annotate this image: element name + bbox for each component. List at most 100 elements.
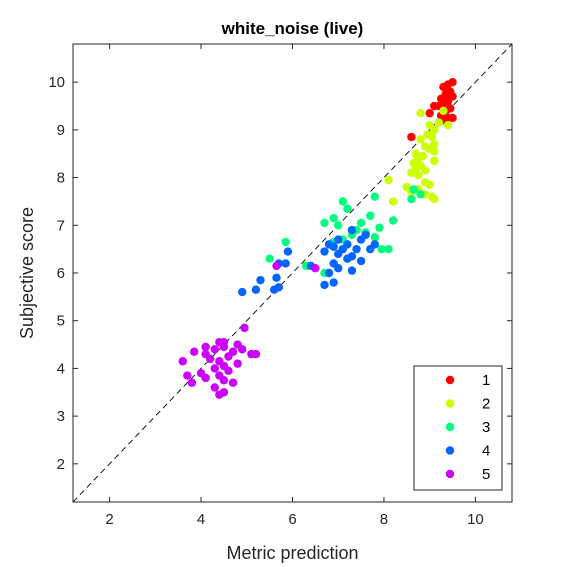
point-series-3-0 — [409, 185, 418, 194]
point-series-2-8 — [416, 135, 425, 144]
point-series-3-12 — [375, 223, 384, 232]
point-series-4-25 — [256, 275, 265, 285]
point-series-5-9 — [210, 345, 219, 354]
point-series-4-31 — [237, 287, 247, 297]
point-series-5-19 — [233, 359, 242, 368]
point-series-4-3 — [334, 235, 343, 244]
point-series-4-22 — [347, 266, 357, 275]
point-series-3-5 — [343, 204, 352, 213]
point-series-4-26 — [329, 278, 338, 287]
point-series-4-8 — [352, 244, 361, 254]
point-series-3-10 — [334, 221, 343, 230]
point-series-5-14 — [251, 349, 261, 359]
point-series-2-16 — [430, 156, 439, 166]
point-series-4-24 — [272, 273, 281, 282]
legend-box — [413, 365, 503, 491]
point-series-5-1 — [311, 264, 320, 273]
point-series-4-12 — [320, 247, 329, 256]
legend-marker-1 — [445, 375, 455, 385]
point-series-2-3 — [434, 118, 444, 127]
point-series-2-22 — [414, 170, 423, 180]
point-series-2-31 — [430, 194, 439, 204]
point-series-1-2 — [439, 82, 448, 92]
point-series-5-8 — [237, 345, 247, 354]
legend-marker-4 — [445, 446, 455, 455]
y-tick-label-10: 10 — [48, 74, 65, 91]
reference-diagonal-line — [72, 43, 513, 503]
point-series-3-2 — [370, 192, 380, 201]
legend-label-3: 3 — [482, 419, 490, 436]
x-tick-label-8: 8 — [380, 511, 388, 528]
point-series-2-23 — [384, 175, 393, 185]
point-series-5-0 — [272, 261, 281, 271]
point-series-3-7 — [366, 211, 375, 220]
point-series-2-5 — [430, 125, 439, 135]
point-series-1-18 — [407, 132, 416, 142]
point-series-2-2 — [443, 120, 453, 130]
point-series-2-20 — [420, 166, 430, 175]
y-tick-label-4: 4 — [57, 360, 65, 377]
point-series-5-29 — [187, 378, 197, 387]
point-series-5-7 — [219, 342, 229, 352]
legend-label-5: 5 — [482, 466, 490, 483]
point-series-4-19 — [281, 259, 290, 268]
y-tick-label-3: 3 — [57, 408, 65, 425]
y-tick-label-5: 5 — [57, 313, 65, 330]
x-tick-label-6: 6 — [288, 511, 296, 528]
point-series-4-29 — [270, 285, 279, 294]
point-series-4-13 — [334, 249, 343, 259]
reference-diagonal-group — [72, 43, 513, 503]
x-axis-label: Metric prediction — [226, 543, 358, 563]
legend: 1 2 3 4 5 — [413, 365, 503, 491]
point-series-5-32 — [215, 390, 224, 399]
point-series-2-12 — [430, 147, 439, 156]
x-tick-label-4: 4 — [197, 511, 205, 528]
point-series-5-25 — [183, 371, 192, 380]
point-series-5-30 — [210, 383, 219, 392]
x-tick-label-2: 2 — [105, 511, 113, 528]
point-series-5-28 — [228, 378, 238, 387]
point-series-3-20 — [384, 244, 393, 254]
legend-marker-5 — [445, 469, 455, 479]
point-series-3-21 — [377, 244, 386, 254]
y-tick-label-8: 8 — [57, 170, 65, 187]
point-series-4-2 — [356, 235, 366, 244]
point-series-5-21 — [210, 364, 219, 373]
legend-label-2: 2 — [482, 396, 490, 413]
point-series-2-25 — [425, 180, 434, 189]
point-series-3-16 — [370, 233, 380, 242]
point-series-4-10 — [366, 244, 375, 254]
y-tick-label-2: 2 — [57, 456, 65, 473]
legend-label-1: 1 — [482, 372, 490, 389]
point-series-3-4 — [338, 197, 348, 206]
ticks-group: 2 4 6 8 10 2 3 4 5 6 7 8 9 10 — [48, 44, 512, 528]
point-series-1-10 — [430, 101, 439, 111]
x-tick-label-10: 10 — [467, 511, 484, 528]
point-series-5-15 — [224, 352, 233, 361]
point-series-4-23 — [324, 268, 334, 278]
point-series-5-18 — [178, 357, 187, 366]
legend-marker-3 — [445, 422, 455, 432]
y-axis-label: Subjective score — [17, 207, 37, 339]
point-series-4-15 — [343, 254, 352, 263]
point-series-3-6 — [329, 213, 338, 223]
point-series-5-27 — [219, 376, 229, 385]
point-series-3-19 — [281, 237, 290, 247]
point-series-5-22 — [224, 366, 233, 376]
point-series-2-21 — [407, 168, 416, 178]
point-series-2-7 — [427, 132, 437, 142]
point-series-5-10 — [189, 347, 199, 356]
point-series-3-3 — [407, 194, 416, 204]
point-series-4-16 — [356, 256, 366, 266]
point-series-5-2 — [240, 323, 249, 333]
point-series-3-22 — [265, 254, 274, 263]
point-series-4-21 — [334, 264, 343, 273]
point-series-1-16 — [448, 113, 457, 123]
point-series-4-11 — [283, 247, 293, 256]
point-series-2-1 — [416, 108, 425, 118]
point-series-3-11 — [320, 218, 329, 228]
point-series-5-16 — [205, 354, 215, 364]
legend-marker-2 — [445, 399, 455, 408]
point-series-4-27 — [320, 280, 329, 290]
